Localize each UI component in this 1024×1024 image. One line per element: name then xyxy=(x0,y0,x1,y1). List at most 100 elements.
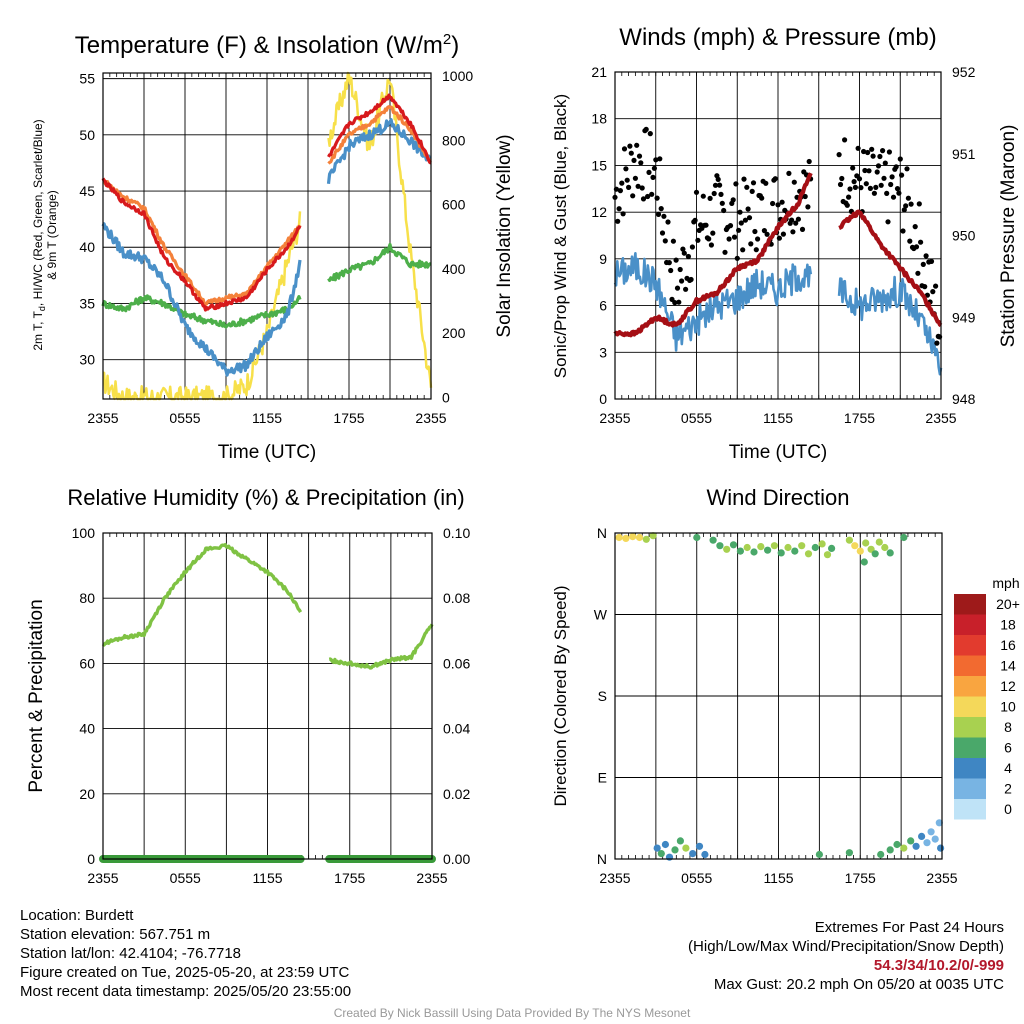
gust-point xyxy=(904,166,910,172)
winds-title: Winds (mph) & Pressure (mb) xyxy=(619,24,936,51)
humidity-grid xyxy=(103,533,432,859)
direction-point xyxy=(856,547,864,555)
y2-tick-label: 0.02 xyxy=(443,786,470,802)
winds-xlabel: Time (UTC) xyxy=(729,442,828,463)
y-tick-label: N xyxy=(597,851,607,867)
series-line-pressure xyxy=(613,172,943,338)
gust-point xyxy=(793,220,799,226)
gust-point xyxy=(858,185,864,191)
gust-point xyxy=(922,284,928,290)
y-tick-label: 80 xyxy=(79,590,95,606)
y-tick-label: 15 xyxy=(591,157,607,173)
gust-point xyxy=(761,228,768,234)
gust-point xyxy=(934,340,940,346)
gust-point xyxy=(795,216,802,222)
legend-swatch xyxy=(954,778,986,799)
legend-label: 4 xyxy=(1004,760,1012,776)
direction-point xyxy=(877,850,885,859)
gust-point xyxy=(619,180,625,186)
gust-point xyxy=(759,195,765,201)
direction-point xyxy=(777,549,785,557)
direction-point xyxy=(693,533,701,542)
direction-point xyxy=(743,543,751,552)
gust-point xyxy=(903,203,909,209)
x-tick-label: 1155 xyxy=(763,410,793,426)
extremes-values: 54.3/34/10.2/0/-999 xyxy=(873,957,1004,974)
gust-point xyxy=(742,217,749,223)
legend-swatch xyxy=(954,737,986,758)
direction-point xyxy=(823,551,832,559)
gust-point xyxy=(836,152,842,158)
gust-point xyxy=(718,191,724,197)
temperature-series xyxy=(101,71,433,401)
direction-point xyxy=(649,532,657,540)
y2-tick-label: 0.06 xyxy=(443,655,470,671)
temperature-title: Temperature (F) & Insolation (W/m2) xyxy=(75,31,459,59)
temperature-plot-frame xyxy=(102,72,432,400)
gust-point xyxy=(672,300,678,306)
series-line-green xyxy=(101,242,432,329)
direction-point xyxy=(937,844,945,852)
gust-point xyxy=(665,219,671,225)
legend-label: 2 xyxy=(1004,781,1012,797)
direction-point xyxy=(815,850,824,859)
direction-point xyxy=(900,844,908,852)
gust-point xyxy=(638,160,644,166)
station-elevation: Station elevation: 567.751 m xyxy=(20,926,211,943)
temperature-tick-labels: 2355 0555 1155 1755 2355 30 35 40 45 50 55 0 200 400 6… xyxy=(79,68,473,426)
legend-swatch xyxy=(954,594,986,615)
x-tick-label: 0555 xyxy=(170,870,201,886)
y-tick-label: W xyxy=(594,607,608,623)
gust-point xyxy=(658,206,664,212)
legend-swatch xyxy=(954,799,986,820)
gust-point xyxy=(615,218,621,224)
legend-swatch xyxy=(954,635,986,656)
direction-points xyxy=(615,532,945,861)
humidity-panel: Relative Humidity (%) & Precipitation (i… xyxy=(26,485,470,886)
gust-point xyxy=(861,148,867,155)
gust-point xyxy=(677,266,683,273)
gust-point xyxy=(681,250,687,256)
gust-point xyxy=(763,180,769,186)
direction-point xyxy=(881,543,889,552)
gust-point xyxy=(617,188,624,194)
gust-point xyxy=(805,204,811,210)
gust-point xyxy=(689,244,696,250)
gust-point xyxy=(661,213,667,219)
gust-point xyxy=(893,164,899,170)
direction-point xyxy=(918,832,926,841)
y-tick-label: 0 xyxy=(599,391,607,407)
y2-tick-label: 800 xyxy=(442,132,466,148)
gust-point xyxy=(616,206,622,212)
gust-point xyxy=(899,172,905,178)
gust-point xyxy=(646,169,652,175)
extremes-subtitle: (High/Low/Max Wind/Precipitation/Snow De… xyxy=(688,938,1004,955)
gust-point xyxy=(666,260,672,266)
gust-point xyxy=(878,182,884,188)
gust-point xyxy=(650,174,656,180)
legend-label: 12 xyxy=(1000,678,1016,694)
gust-point xyxy=(706,236,712,242)
gust-point xyxy=(886,149,893,155)
gust-point xyxy=(715,176,721,182)
gust-point xyxy=(755,236,761,242)
speed-color-legend: mph 20+ 18 16 14 12 10 8 6 4 2 0 xyxy=(954,575,1020,820)
gust-point xyxy=(688,276,694,283)
legend-swatch xyxy=(954,676,986,697)
gust-point xyxy=(695,237,701,243)
gust-point xyxy=(623,166,629,172)
figure-created: Figure created on Tue, 2025-05-20, at 23… xyxy=(20,964,350,981)
y2-tick-label: 950 xyxy=(952,228,976,244)
station-location: Location: Burdett xyxy=(20,907,134,924)
direction-point xyxy=(657,850,665,858)
gust-point xyxy=(746,215,753,221)
series-line-wind xyxy=(613,252,943,376)
direction-point xyxy=(931,835,939,843)
gust-point xyxy=(764,231,770,237)
direction-point xyxy=(927,828,935,836)
y2-tick-label: 948 xyxy=(952,391,976,407)
direction-tick-labels: 2355 0555 1155 1755 2355 N E S W N xyxy=(594,525,958,886)
gust-point xyxy=(881,175,887,181)
wind-ylabel: Sonic/Prop Wind & Gust (Blue, Black) xyxy=(551,94,570,378)
